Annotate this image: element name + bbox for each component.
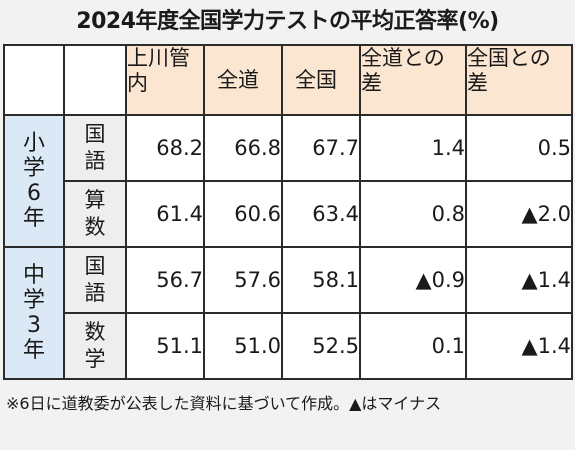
value-cell: 0.1 [359,312,467,380]
subject-cell: 数学 [63,312,127,380]
value-cell: 67.7 [281,114,361,182]
value-cell: ▲1.4 [465,246,573,314]
subject-label: 国語 [84,254,106,305]
grade-label-text: 中学3年 [22,263,45,363]
value-cell: 51.1 [125,312,205,380]
value-cell: 52.5 [281,312,361,380]
header-diff-zendo: 全道との差 [359,44,467,116]
grade-label-junior-high: 中学3年 [3,246,65,380]
value-cell: 61.4 [125,180,205,248]
header-zendo: 全道 [203,44,283,116]
value-cell: 51.0 [203,312,283,380]
table-row: 数学 51.1 51.0 52.5 0.1 ▲1.4 [4,312,573,380]
score-table: 上川管内 全道 全国 全道との差 全国との差 小学6年 国語 68.2 66.8… [3,44,573,380]
corner-cell [3,44,65,116]
value-cell: 0.8 [359,180,467,248]
value-cell: 0.5 [465,114,573,182]
subject-label: 算数 [84,188,106,239]
footnote: ※6日に道教委が公表した資料に基づいて作成。▲はマイナス [6,394,442,413]
value-cell: 66.8 [203,114,283,182]
grade-label-text: 小学6年 [22,131,45,231]
table-title: 2024年度全国学力テストの平均正答率(%) [76,9,499,34]
value-cell: 56.7 [125,246,205,314]
subject-label: 国語 [84,122,106,173]
table-row: 小学6年 国語 68.2 66.8 67.7 1.4 0.5 [3,114,573,248]
subject-cell: 国語 [63,246,127,314]
subject-cell: 算数 [63,180,127,248]
value-cell: 1.4 [359,114,467,182]
header-kamikawa: 上川管内 [125,44,205,116]
header-row: 上川管内 全道 全国 全道との差 全国との差 [3,44,573,116]
value-cell: 57.6 [203,246,283,314]
corner-cell [63,44,127,116]
table-row: 中学3年 国語 56.7 57.6 58.1 ▲0.9 ▲1.4 [3,246,573,380]
value-cell: 63.4 [281,180,361,248]
value-cell: 60.6 [203,180,283,248]
header-zenkoku: 全国 [281,44,361,116]
grade-label-elementary: 小学6年 [3,114,65,248]
value-cell: ▲1.4 [465,312,573,380]
value-cell: 58.1 [281,246,361,314]
table-row: 算数 61.4 60.6 63.4 0.8 ▲2.0 [4,180,573,248]
subject-cell: 国語 [63,114,127,182]
value-cell: 68.2 [125,114,205,182]
value-cell: ▲0.9 [359,246,467,314]
subject-label: 数学 [84,320,106,371]
header-diff-zenkoku: 全国との差 [465,44,573,116]
value-cell: ▲2.0 [465,180,573,248]
